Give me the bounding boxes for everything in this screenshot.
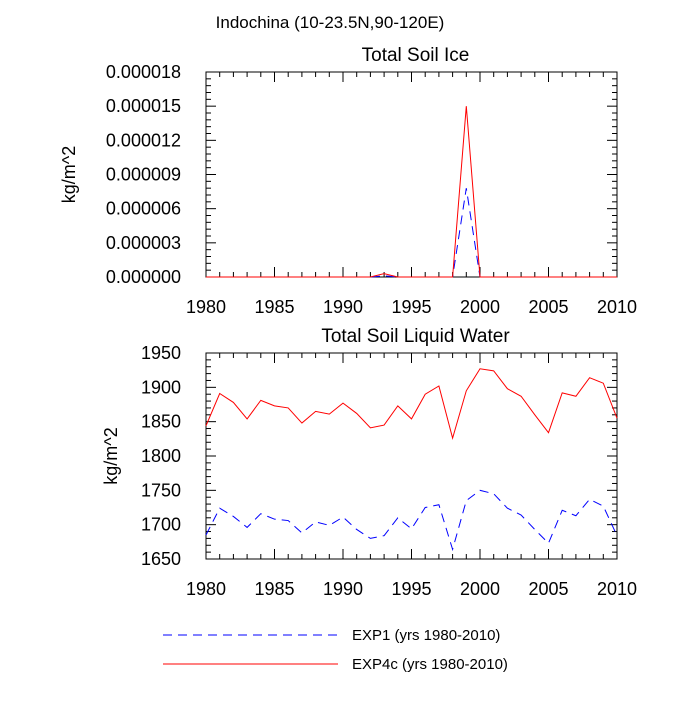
y-axis-title: kg/m^2 (59, 146, 79, 203)
x-tick-label: 1990 (323, 579, 363, 599)
y-tick-label: 0.000012 (106, 130, 181, 150)
x-tick-label: 1995 (391, 297, 431, 317)
x-tick-label: 1985 (254, 297, 294, 317)
series-line-exp4c (205, 368, 618, 441)
y-tick-label: 1850 (141, 412, 181, 432)
x-tick-label: 1995 (391, 579, 431, 599)
x-tick-label: 2005 (528, 297, 568, 317)
y-tick-label: 0.000018 (106, 62, 181, 82)
x-tick-label: 1980 (186, 579, 226, 599)
figure-title: Indochina (10-23.5N,90-120E) (216, 13, 445, 32)
plot-frame (205, 352, 618, 560)
y-tick-label: 0.000015 (106, 96, 181, 116)
y-tick-label: 0.000009 (106, 165, 181, 185)
y-tick-label: 1900 (141, 377, 181, 397)
panel-title: Total Soil Ice (362, 45, 470, 66)
y-tick-label: 0.000006 (106, 199, 181, 219)
x-tick-label: 1990 (323, 297, 363, 317)
plot-frame (205, 71, 618, 278)
panel-title: Total Soil Liquid Water (321, 326, 510, 347)
legend-label-exp1: EXP1 (yrs 1980-2010) (352, 627, 500, 644)
y-tick-label: 0.000003 (106, 233, 181, 253)
chart-panel-soil-liquid-water: Total Soil Liquid Water kg/m^2 1980 1985 199… (101, 326, 637, 599)
x-tick-label: 1980 (186, 297, 226, 317)
chart-panel-soil-ice: Total Soil Ice kg/m^2 1980 1985 1990 1995 2000… (59, 45, 637, 317)
y-tick-label: 1800 (141, 446, 181, 466)
x-tick-label: 1985 (254, 579, 294, 599)
y-tick-label: 1650 (141, 549, 181, 569)
y-tick-label: 1700 (141, 515, 181, 535)
y-tick-label: 1950 (141, 343, 181, 363)
x-tick-label: 2010 (597, 297, 637, 317)
x-tick-label: 2005 (528, 579, 568, 599)
y-tick-label: 1750 (141, 480, 181, 500)
y-tick-label: 0.000000 (106, 267, 181, 287)
x-tick-label: 2010 (597, 579, 637, 599)
series-line-exp4c (206, 106, 617, 278)
legend-label-exp4c: EXP4c (yrs 1980-2010) (352, 656, 508, 673)
x-tick-label: 2000 (460, 579, 500, 599)
series-line-exp1 (205, 489, 618, 552)
legend: EXP1 (yrs 1980-2010) EXP4c (yrs 1980-201… (163, 627, 508, 673)
x-tick-label: 2000 (460, 297, 500, 317)
series-line-exp1 (206, 188, 617, 278)
y-axis-title: kg/m^2 (101, 427, 121, 484)
